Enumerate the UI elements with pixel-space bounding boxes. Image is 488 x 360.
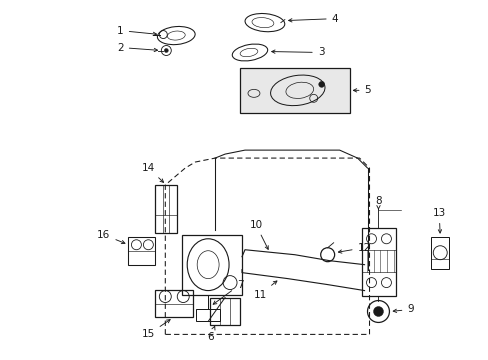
- Text: 14: 14: [142, 163, 163, 183]
- Circle shape: [373, 306, 383, 316]
- Bar: [240, 68, 349, 113]
- Circle shape: [318, 81, 324, 87]
- Circle shape: [164, 49, 168, 53]
- Bar: [210, 298, 240, 325]
- Text: 6: 6: [206, 327, 215, 342]
- Text: 5: 5: [353, 85, 370, 95]
- Text: 11: 11: [253, 281, 276, 300]
- Bar: [430, 237, 448, 269]
- Text: 8: 8: [374, 196, 381, 209]
- Bar: [182, 235, 242, 294]
- Text: 10: 10: [249, 220, 267, 249]
- Bar: [196, 310, 220, 321]
- Text: 12: 12: [338, 243, 370, 253]
- Text: 13: 13: [432, 208, 445, 233]
- Bar: [155, 185, 177, 233]
- Text: 3: 3: [271, 48, 324, 58]
- Text: 7: 7: [213, 280, 243, 304]
- Text: 9: 9: [392, 305, 413, 315]
- Text: 16: 16: [97, 230, 124, 244]
- Text: 15: 15: [142, 320, 170, 339]
- Text: 1: 1: [117, 26, 156, 36]
- Bar: [155, 289, 193, 318]
- Bar: [361, 228, 396, 296]
- Text: 2: 2: [117, 42, 157, 53]
- Text: 4: 4: [288, 14, 338, 24]
- Bar: [128, 237, 155, 265]
